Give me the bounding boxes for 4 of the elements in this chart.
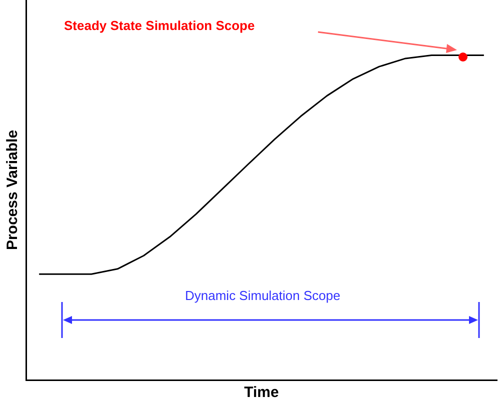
annotation: Dynamic Simulation Scope — [185, 288, 340, 303]
text: Steady State Simulation Scope — [64, 18, 255, 33]
y-axis-title: Process Variable — [4, 130, 22, 250]
x-axis-title: Time — [244, 384, 279, 402]
